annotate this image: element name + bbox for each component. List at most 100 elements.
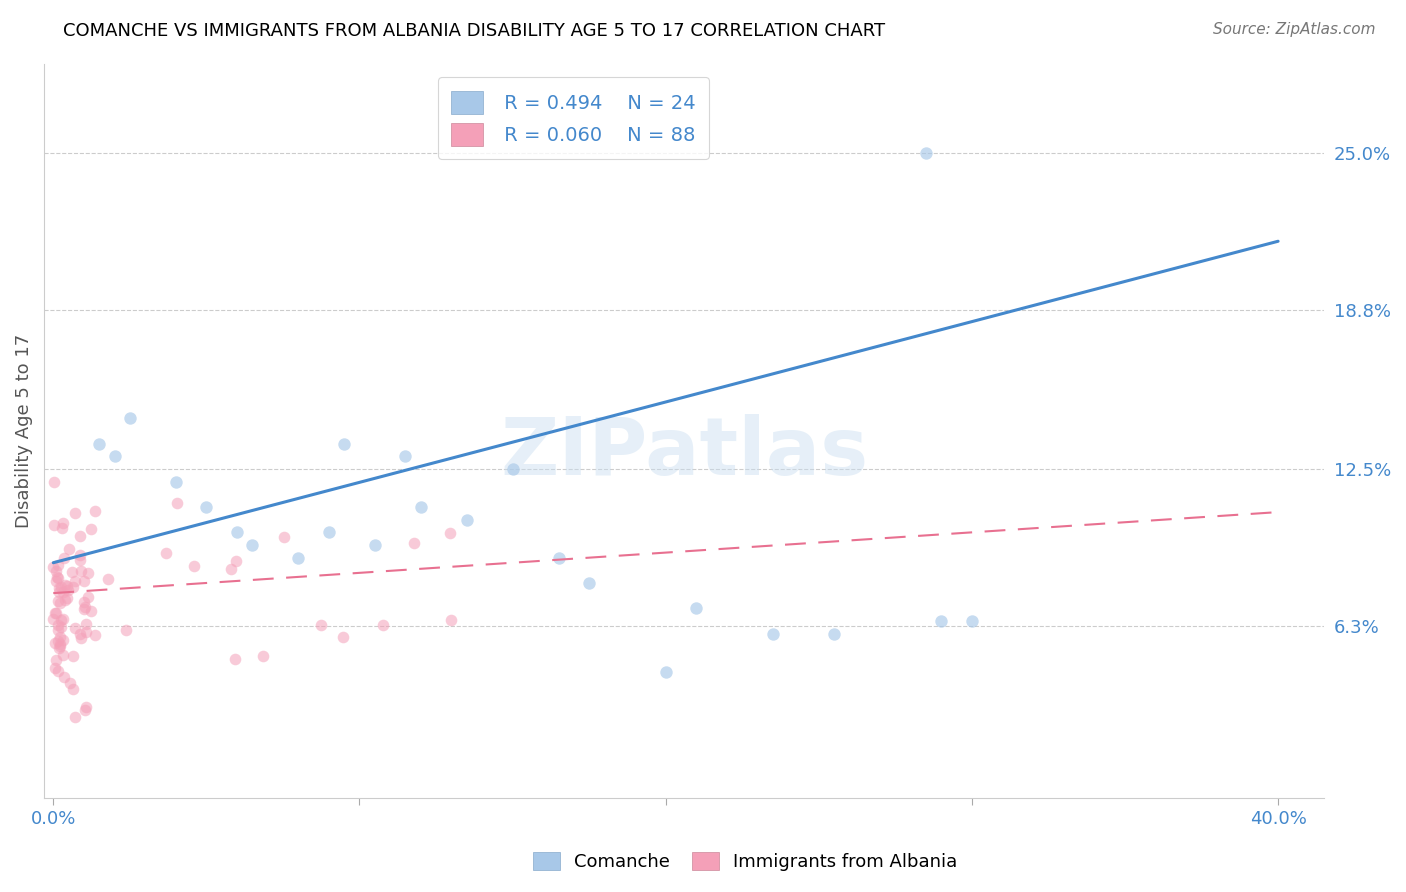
Text: ZIPatlas: ZIPatlas <box>501 414 868 492</box>
Point <box>45 570 67 584</box>
Point <box>915 145 938 160</box>
Point <box>654 665 676 679</box>
Point <box>63 574 86 588</box>
Point <box>42 612 65 626</box>
Legend:  R = 0.494    N = 24,  R = 0.060    N = 88: R = 0.494 N = 24, R = 0.060 N = 88 <box>437 78 709 160</box>
Point <box>70 564 93 578</box>
Point <box>44 606 66 620</box>
Point <box>440 613 463 627</box>
Point <box>42 560 65 574</box>
Point <box>69 553 91 567</box>
Point <box>49 581 72 595</box>
Point <box>69 548 91 562</box>
Point <box>80 522 103 536</box>
Point <box>318 525 340 540</box>
Point <box>439 526 461 541</box>
Point <box>48 664 70 678</box>
Legend: Comanche, Immigrants from Albania: Comanche, Immigrants from Albania <box>526 845 965 879</box>
Point <box>84 627 107 641</box>
Point <box>224 652 246 666</box>
Point <box>166 496 188 510</box>
Point <box>52 612 75 626</box>
Point <box>48 584 70 599</box>
Point <box>578 576 600 591</box>
Y-axis label: Disability Age 5 to 17: Disability Age 5 to 17 <box>15 334 32 528</box>
Point <box>273 530 295 544</box>
Point <box>51 521 73 535</box>
Point <box>502 462 524 476</box>
Point <box>46 618 69 632</box>
Point <box>53 551 76 566</box>
Point <box>72 602 94 616</box>
Point <box>65 506 87 520</box>
Point <box>49 613 72 627</box>
Point <box>49 596 72 610</box>
Point <box>42 517 65 532</box>
Text: COMANCHE VS IMMIGRANTS FROM ALBANIA DISABILITY AGE 5 TO 17 CORRELATION CHART: COMANCHE VS IMMIGRANTS FROM ALBANIA DISA… <box>63 22 886 40</box>
Point <box>44 661 66 675</box>
Point <box>75 700 97 714</box>
Point <box>56 579 79 593</box>
Point <box>51 585 73 599</box>
Point <box>762 626 785 640</box>
Point <box>45 606 67 620</box>
Point <box>75 617 97 632</box>
Point <box>69 529 91 543</box>
Point <box>287 550 309 565</box>
Point <box>73 595 96 609</box>
Point <box>69 627 91 641</box>
Point <box>48 640 70 655</box>
Point <box>45 564 67 578</box>
Point <box>52 516 75 530</box>
Point <box>97 572 120 586</box>
Point <box>53 578 76 592</box>
Point <box>333 436 356 450</box>
Point <box>195 500 218 514</box>
Point <box>183 559 205 574</box>
Point <box>46 594 69 608</box>
Point <box>48 581 70 595</box>
Point <box>56 591 79 606</box>
Point <box>55 592 77 607</box>
Point <box>79 604 101 618</box>
Point <box>456 513 478 527</box>
Point <box>83 504 105 518</box>
Point <box>547 550 569 565</box>
Point <box>49 639 72 653</box>
Point <box>73 600 96 615</box>
Point <box>115 624 138 638</box>
Point <box>219 562 242 576</box>
Point <box>402 536 425 550</box>
Point <box>409 500 432 514</box>
Point <box>72 574 94 589</box>
Text: Source: ZipAtlas.com: Source: ZipAtlas.com <box>1212 22 1375 37</box>
Point <box>45 653 67 667</box>
Point <box>823 626 845 640</box>
Point <box>59 675 82 690</box>
Point <box>332 630 354 644</box>
Point <box>240 538 263 552</box>
Point <box>685 601 707 615</box>
Point <box>60 565 83 579</box>
Point <box>46 634 69 648</box>
Point <box>62 649 84 664</box>
Point <box>309 618 332 632</box>
Point <box>46 571 69 585</box>
Point <box>46 623 69 637</box>
Point <box>49 620 72 634</box>
Point <box>929 614 952 628</box>
Point <box>394 450 416 464</box>
Point <box>75 625 97 640</box>
Point <box>155 546 177 560</box>
Point <box>225 554 247 568</box>
Point <box>62 681 84 696</box>
Point <box>960 614 983 628</box>
Point <box>103 450 125 464</box>
Point <box>52 670 75 684</box>
Point <box>77 590 100 604</box>
Point <box>69 631 91 645</box>
Point <box>89 436 111 450</box>
Point <box>252 649 274 664</box>
Point <box>52 648 75 663</box>
Point <box>46 558 69 572</box>
